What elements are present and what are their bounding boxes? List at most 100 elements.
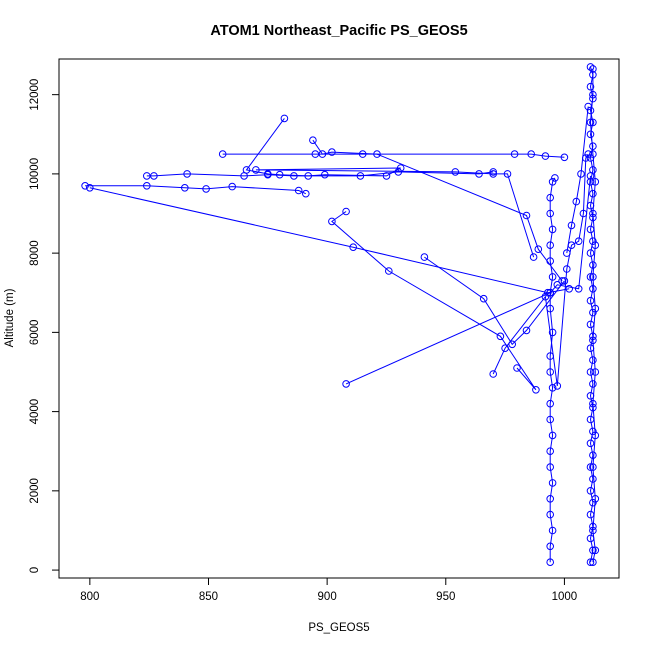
data-point: [342, 380, 350, 388]
data-point: [589, 558, 597, 567]
data-point: [81, 182, 89, 190]
data-point: [586, 439, 595, 448]
data-point: [586, 106, 595, 115]
data-point: [586, 63, 595, 71]
data-point: [302, 189, 310, 198]
data-point: [586, 368, 595, 376]
series-line-3: [549, 177, 556, 563]
data-point: [358, 150, 367, 158]
data-point: [510, 150, 519, 158]
data-point: [546, 288, 555, 297]
data-point: [513, 364, 521, 372]
data-point: [546, 209, 555, 218]
data-point: [228, 182, 236, 191]
data-point: [586, 130, 595, 139]
data-point: [541, 152, 550, 160]
data-point: [150, 172, 158, 180]
chart-title: ATOM1 Northeast_Pacific PS_GEOS5: [210, 23, 467, 39]
data-point: [589, 427, 597, 436]
data-point: [567, 241, 576, 249]
data-point: [589, 526, 597, 535]
data-point: [546, 510, 555, 519]
data-point: [589, 65, 597, 73]
data-point: [548, 178, 557, 186]
plot-area: [81, 63, 600, 567]
data-point: [546, 304, 555, 313]
data-point: [546, 352, 555, 360]
data-point: [560, 277, 569, 285]
data-point: [567, 221, 576, 230]
data-point: [591, 368, 600, 376]
data-point: [143, 182, 151, 190]
y-tick-label: 4000: [29, 399, 41, 425]
y-tick-label: 8000: [29, 240, 41, 266]
data-point: [589, 546, 597, 555]
data-point: [591, 241, 600, 249]
data-point: [489, 170, 498, 178]
plot-frame: [58, 58, 620, 579]
data-point: [548, 384, 557, 392]
series-line-14: [566, 106, 589, 254]
data-point: [522, 211, 531, 220]
data-point: [586, 344, 595, 353]
data-point: [501, 344, 509, 353]
data-point: [586, 118, 595, 127]
x-tick-label: 800: [80, 591, 99, 603]
x-tick-label: 900: [318, 591, 337, 603]
data-point: [534, 245, 543, 253]
data-point: [591, 495, 600, 503]
y-axis: 0 2000 4000 6000 8000 10000 12000: [29, 79, 59, 573]
data-point: [589, 71, 597, 79]
data-point: [589, 451, 597, 460]
data-point: [548, 526, 557, 535]
data-point: [546, 463, 555, 471]
data-point: [586, 558, 595, 567]
data-point: [527, 150, 536, 158]
data-point: [586, 415, 595, 424]
data-point: [586, 463, 595, 471]
data-point: [589, 189, 597, 198]
data-point: [589, 522, 597, 531]
data-point: [582, 154, 590, 162]
data-point: [546, 368, 555, 376]
data-point: [548, 328, 557, 337]
data-point: [586, 392, 595, 400]
x-axis: 800 850 900 950 1000: [80, 578, 577, 603]
data-point: [579, 209, 588, 218]
series-line-6: [312, 139, 563, 282]
data-point: [548, 225, 557, 234]
data-point: [496, 332, 505, 341]
data-point: [183, 170, 191, 178]
data-point: [503, 170, 512, 178]
data-point: [586, 534, 595, 543]
data-point: [385, 267, 393, 275]
data-point: [586, 172, 595, 180]
data-point: [546, 193, 555, 202]
data-point: [586, 273, 595, 281]
data-point: [309, 136, 317, 144]
data-point: [202, 185, 210, 193]
data-point: [589, 118, 597, 127]
data-point: [589, 498, 597, 507]
data-point: [546, 415, 555, 424]
data-point: [589, 142, 597, 150]
data-point: [489, 370, 498, 378]
series-line-13: [492, 153, 589, 386]
series-line-11: [424, 256, 565, 346]
data-point: [548, 431, 557, 440]
data-point: [218, 150, 227, 158]
x-tick-label: 950: [436, 591, 455, 603]
data-point: [86, 184, 94, 192]
data-point: [349, 243, 358, 251]
data-point: [373, 150, 381, 158]
series-line-5: [222, 153, 565, 158]
data-point: [565, 285, 574, 293]
data-point: [529, 253, 538, 261]
data-point: [508, 340, 517, 349]
data-point: [586, 249, 595, 257]
y-tick-label: 12000: [29, 79, 41, 111]
data-point: [342, 207, 350, 216]
y-tick-label: 6000: [29, 320, 41, 346]
data-point: [356, 172, 365, 180]
data-point: [240, 172, 248, 180]
